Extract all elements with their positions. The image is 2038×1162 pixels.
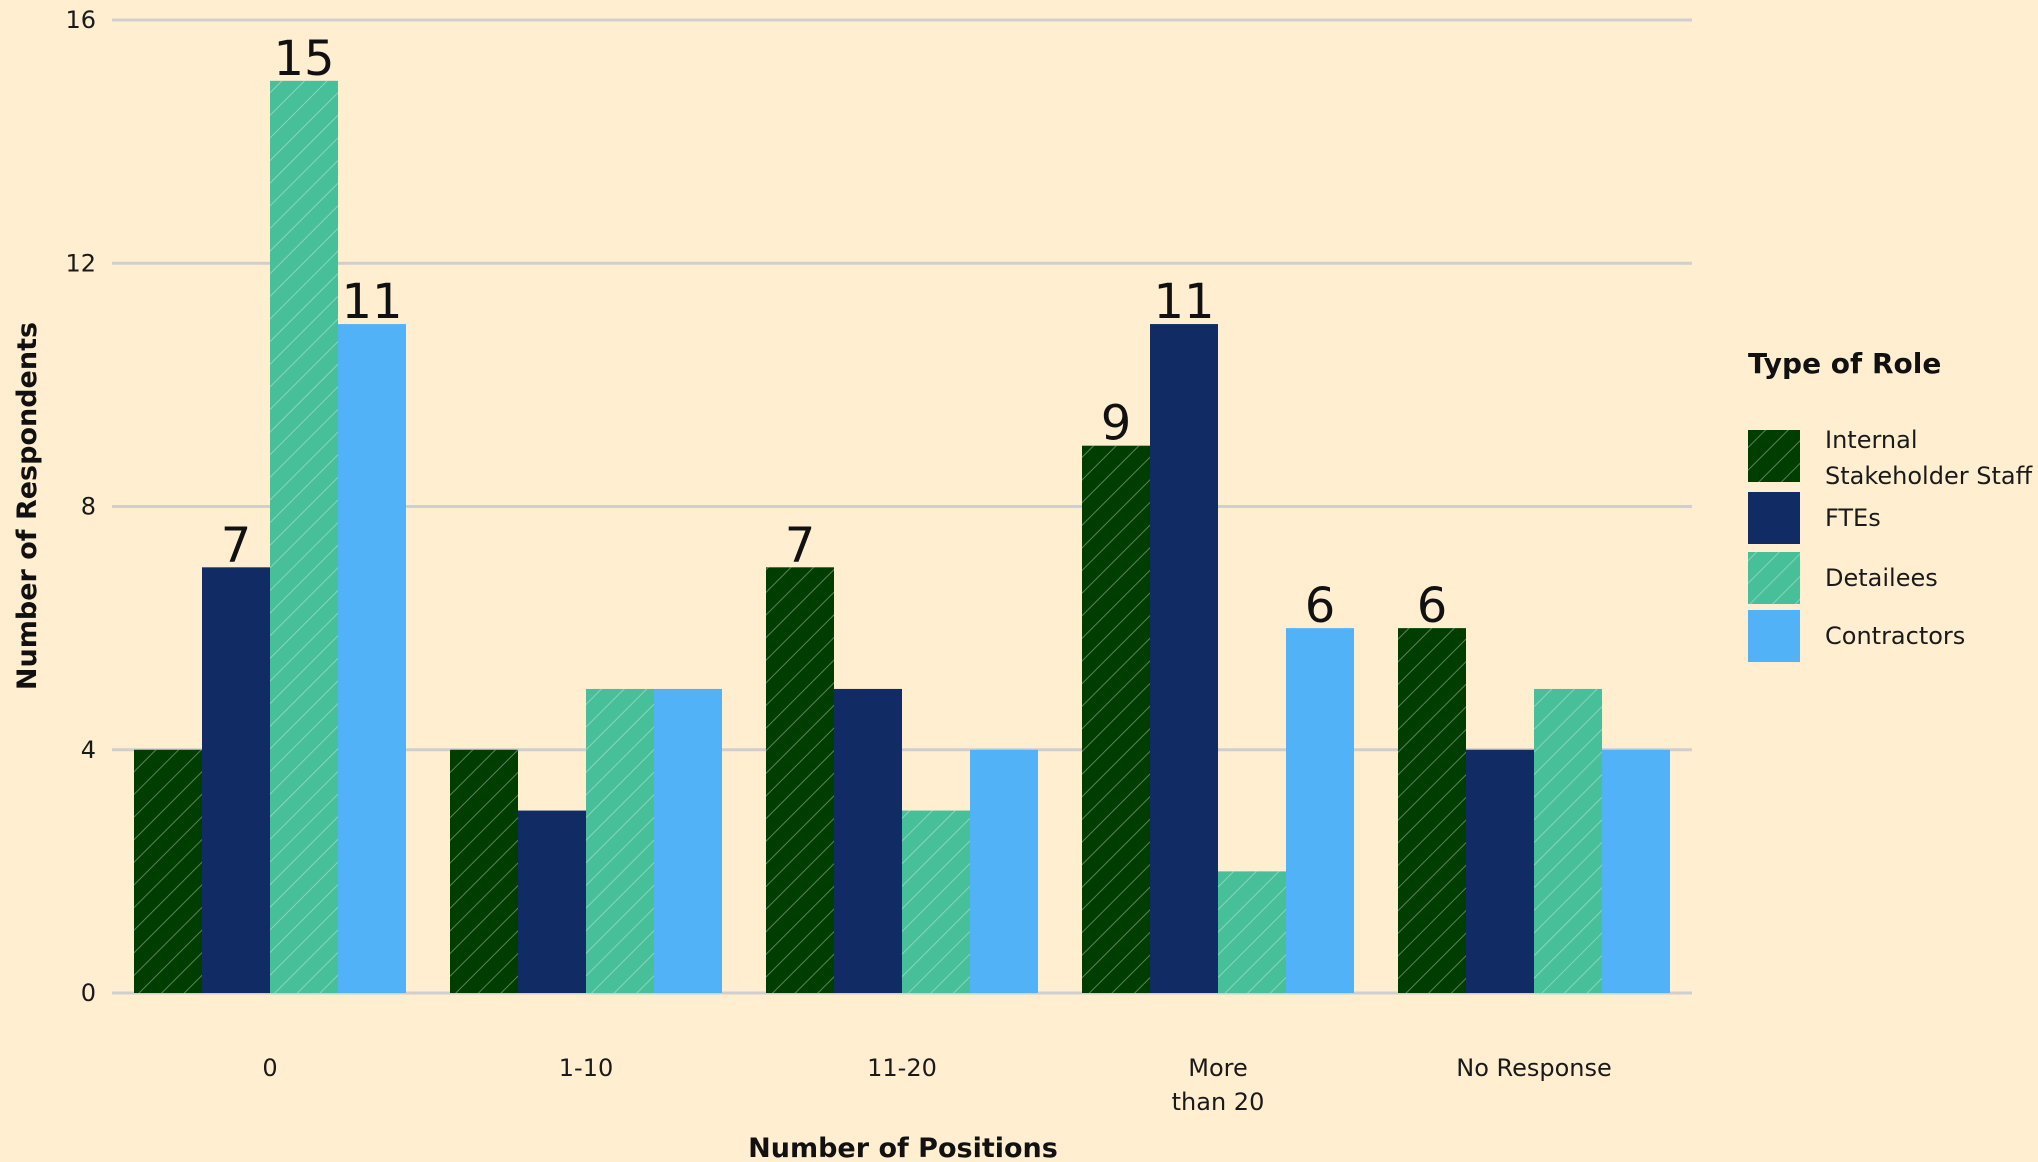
data-label: 9 bbox=[1101, 396, 1132, 452]
bar-hatch bbox=[450, 749, 518, 993]
legend-label: FTEs bbox=[1825, 504, 1881, 532]
y-tick-label: 16 bbox=[65, 6, 96, 34]
y-tick-label: 4 bbox=[81, 736, 96, 764]
y-axis-title: Number of Respondents bbox=[12, 322, 43, 690]
bar bbox=[338, 324, 406, 993]
x-tick-label: 1-10 bbox=[559, 1054, 613, 1082]
data-label: 6 bbox=[1417, 578, 1448, 634]
legend-label: Contractors bbox=[1825, 622, 1965, 650]
legend-label: Internal Stakeholder Staff bbox=[1825, 426, 2033, 490]
y-tick-label: 8 bbox=[81, 493, 96, 521]
x-tick-label: 11-20 bbox=[867, 1054, 937, 1082]
bar bbox=[834, 688, 902, 993]
bar bbox=[1150, 324, 1218, 993]
bar bbox=[1466, 749, 1534, 993]
data-label: 6 bbox=[1305, 578, 1336, 634]
y-axis-ticks: 0 4 8 12 16 bbox=[65, 6, 96, 1007]
legend-label: Detailees bbox=[1825, 564, 1938, 592]
data-label: 11 bbox=[341, 274, 402, 330]
bar-hatch bbox=[1082, 445, 1150, 993]
bar bbox=[202, 567, 270, 993]
bar bbox=[654, 688, 722, 993]
bar-hatch bbox=[766, 567, 834, 993]
x-tick-label: No Response bbox=[1456, 1054, 1612, 1082]
bar-hatch bbox=[1534, 688, 1602, 993]
legend-key bbox=[1748, 610, 1800, 662]
data-label: 15 bbox=[273, 31, 334, 87]
bar-hatch bbox=[270, 80, 338, 993]
legend-title: Type of Role bbox=[1748, 347, 1941, 380]
data-label: 7 bbox=[785, 517, 816, 573]
bar-hatch bbox=[1218, 871, 1286, 993]
bar bbox=[518, 810, 586, 993]
x-tick-label: 0 bbox=[262, 1054, 277, 1082]
y-tick-label: 0 bbox=[81, 979, 96, 1007]
data-label: 7 bbox=[221, 517, 252, 573]
x-tick-label: More than 20 bbox=[1172, 1054, 1265, 1116]
bar-hatch bbox=[1398, 628, 1466, 993]
legend-key bbox=[1748, 492, 1800, 544]
x-axis-ticks: 0 1-10 11-20 More than 20 No Response bbox=[262, 1054, 1611, 1116]
data-labels: 7 15 11 7 9 11 6 6 bbox=[221, 31, 1448, 634]
bar-hatch bbox=[134, 749, 202, 993]
bar-hatch bbox=[586, 688, 654, 993]
bars bbox=[134, 80, 1670, 993]
bar bbox=[970, 749, 1038, 993]
legend-key-hatch bbox=[1748, 552, 1800, 604]
bar bbox=[1602, 749, 1670, 993]
x-axis-title: Number of Positions bbox=[748, 1133, 1058, 1162]
bar bbox=[1286, 628, 1354, 993]
y-tick-label: 12 bbox=[65, 249, 96, 277]
legend: Type of Role Internal Stakeholder Staff FT… bbox=[1748, 347, 2033, 662]
legend-key-hatch bbox=[1748, 430, 1800, 482]
bar-hatch bbox=[902, 810, 970, 993]
data-label: 11 bbox=[1153, 274, 1214, 330]
